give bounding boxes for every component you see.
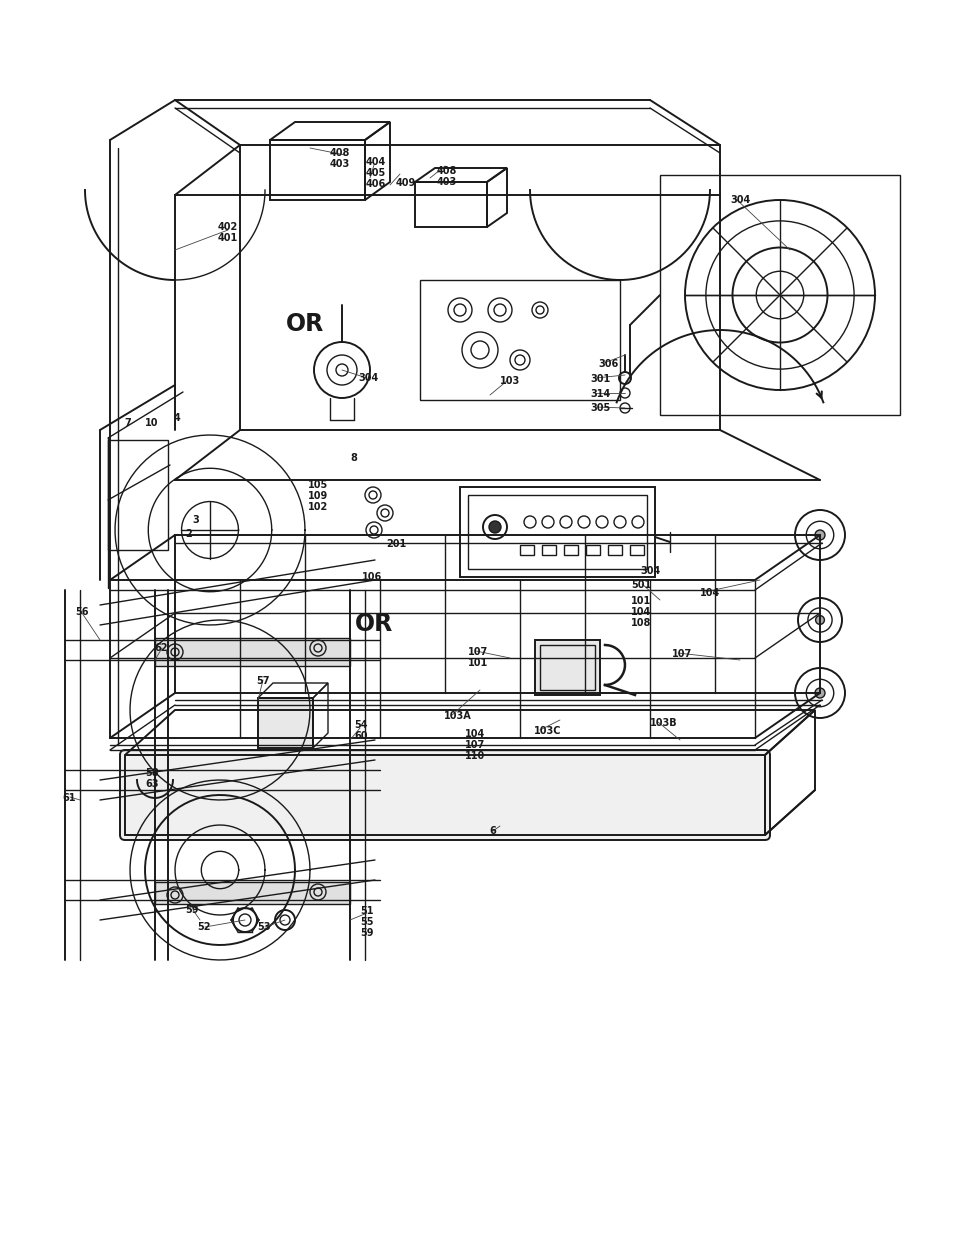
Text: 10: 10 (145, 417, 158, 429)
Bar (459, 487, 655, 577)
Text: 306: 306 (598, 359, 618, 369)
Text: 104
107
110: 104 107 110 (464, 729, 485, 762)
Text: 4: 4 (173, 412, 180, 424)
Text: 404
405
406: 404 405 406 (366, 157, 386, 189)
Bar (519, 545, 534, 555)
Bar (257, 698, 313, 748)
Text: 56: 56 (75, 606, 89, 618)
Bar (154, 882, 350, 904)
Bar (154, 638, 350, 666)
Bar (659, 175, 899, 415)
Bar (415, 182, 486, 227)
Text: 402
401: 402 401 (218, 222, 238, 243)
Circle shape (814, 688, 824, 698)
Text: 314: 314 (589, 389, 610, 399)
Text: 59: 59 (185, 905, 198, 915)
Bar (585, 545, 599, 555)
Circle shape (815, 615, 823, 625)
Text: 62: 62 (153, 643, 168, 653)
Text: 57: 57 (255, 676, 269, 685)
Text: OR: OR (286, 312, 324, 336)
Text: 408
403: 408 403 (330, 148, 350, 169)
Bar (419, 280, 619, 400)
Text: 103B: 103B (649, 718, 677, 727)
Text: 2: 2 (185, 529, 192, 538)
Text: 103A: 103A (443, 711, 471, 721)
Text: 408
403: 408 403 (436, 165, 456, 188)
Bar (535, 640, 599, 695)
Bar (629, 545, 643, 555)
Text: 301: 301 (589, 374, 610, 384)
Bar (607, 545, 621, 555)
FancyBboxPatch shape (120, 750, 769, 840)
Text: 304: 304 (639, 566, 659, 576)
Text: 107: 107 (671, 650, 692, 659)
Text: 305: 305 (589, 403, 610, 412)
Text: 61: 61 (62, 793, 75, 803)
Text: 101
104
108: 101 104 108 (630, 597, 651, 629)
Text: 53: 53 (256, 923, 271, 932)
Text: 104: 104 (700, 588, 720, 598)
Text: 58
63: 58 63 (145, 768, 158, 789)
Text: 304: 304 (729, 195, 749, 205)
Bar (108, 440, 168, 550)
Text: 54
60: 54 60 (354, 720, 367, 741)
Text: 103: 103 (499, 375, 519, 387)
Text: 6: 6 (489, 826, 496, 836)
Text: OR: OR (355, 613, 393, 636)
Circle shape (489, 521, 500, 534)
Text: 107
101: 107 101 (468, 647, 488, 668)
Text: 3: 3 (192, 515, 198, 525)
Bar (468, 495, 646, 569)
Bar (541, 545, 556, 555)
Bar (539, 645, 595, 690)
Text: 304: 304 (357, 373, 377, 383)
Text: 51
55
59: 51 55 59 (359, 906, 374, 939)
Text: 7: 7 (124, 417, 131, 429)
Bar (154, 769, 350, 795)
Text: 8: 8 (350, 453, 356, 463)
Text: 409: 409 (395, 178, 416, 188)
Text: 103C: 103C (534, 726, 561, 736)
Bar (563, 545, 578, 555)
Text: 201: 201 (386, 538, 406, 550)
Circle shape (814, 530, 824, 540)
Text: 106: 106 (361, 572, 382, 582)
Text: 105
109
102: 105 109 102 (308, 480, 328, 513)
Text: 501: 501 (630, 580, 651, 590)
Bar (270, 140, 365, 200)
Text: 52: 52 (196, 923, 211, 932)
